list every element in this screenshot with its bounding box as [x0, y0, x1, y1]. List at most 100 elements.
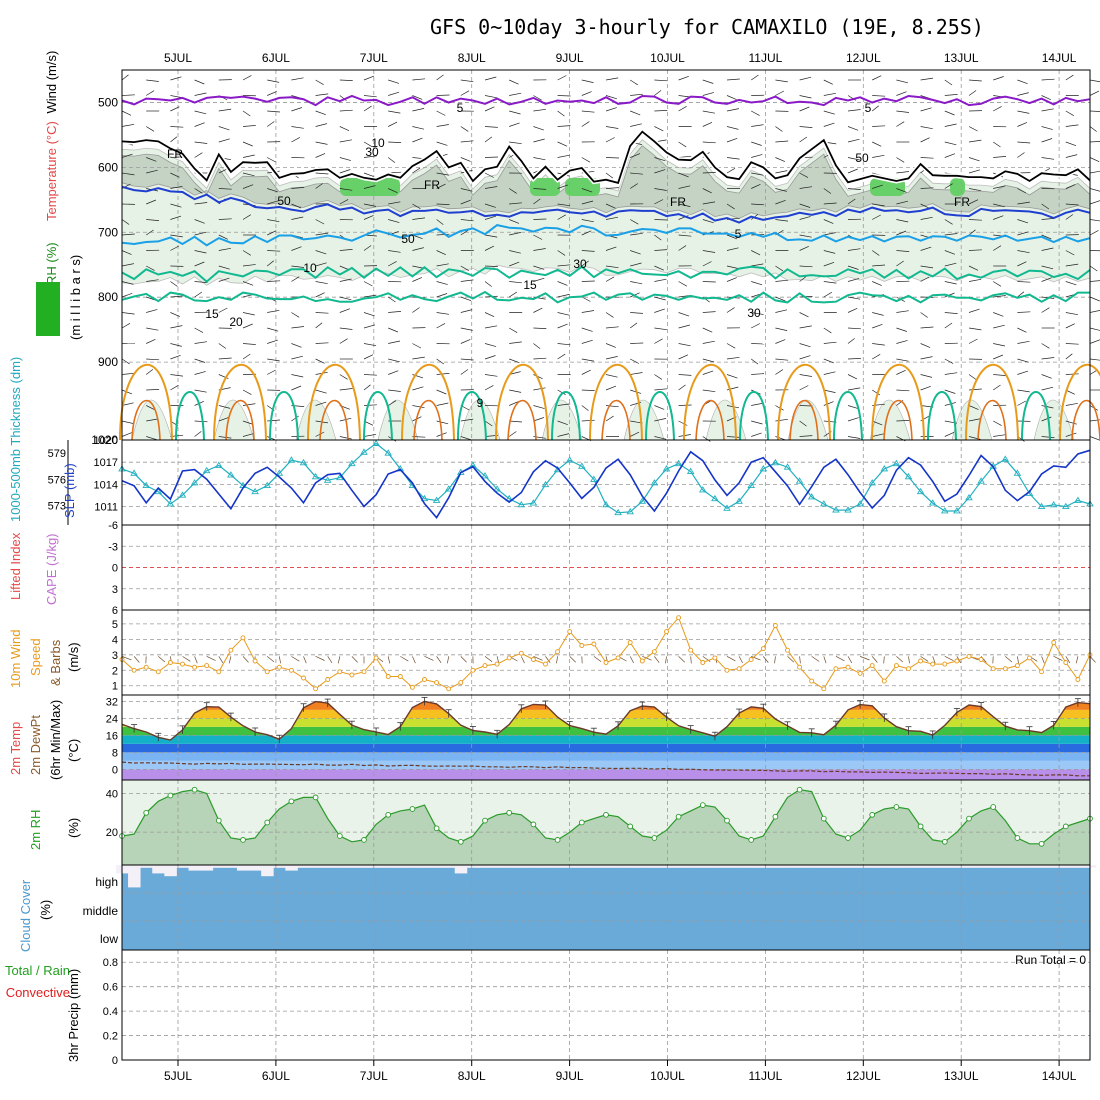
- wind-barb: [630, 262, 642, 267]
- wind-barb: [654, 418, 667, 422]
- precip-tick-label: 0.2: [103, 1031, 118, 1043]
- wind10-marker: [748, 657, 754, 662]
- wind-barb: [339, 308, 351, 313]
- wind-barb: [242, 214, 251, 220]
- wind-barb: [242, 389, 252, 395]
- wind10-marker: [869, 663, 875, 669]
- high-cloud-gap: [1035, 865, 1049, 868]
- isotherm-line: [121, 290, 1090, 304]
- wind-barb: [146, 126, 155, 132]
- thickness-marker: [130, 469, 138, 476]
- wind-barb: [968, 169, 981, 174]
- wind-barb: [460, 296, 472, 302]
- wind10-marker: [785, 647, 790, 653]
- wind-barb: [436, 281, 448, 285]
- high-cloud-gap: [357, 865, 371, 868]
- wind-barb: [557, 343, 571, 346]
- wind-barb: [242, 433, 255, 437]
- wind-barb: [872, 353, 881, 360]
- wind-barb: [896, 219, 909, 223]
- wind-barb: [242, 75, 252, 81]
- wind-barb: [944, 389, 956, 394]
- wind-barb: [267, 188, 278, 193]
- wind10-marker: [978, 657, 984, 662]
- surface-wind-barb: [835, 656, 845, 662]
- wind10-marker: [893, 663, 899, 669]
- surface-wind-barb: [811, 656, 820, 662]
- high-cloud-gap: [805, 865, 819, 868]
- wind-barb: [121, 153, 133, 158]
- wind-tick-label: 5: [112, 619, 118, 631]
- wind-barb: [436, 373, 450, 375]
- wind-barb: [436, 233, 450, 236]
- wind-barb: [847, 168, 858, 174]
- wind-barb: [1041, 405, 1054, 409]
- high-cloud-gap: [1071, 865, 1085, 868]
- wind-barb: [533, 343, 541, 349]
- pressure-tick-label: 1020: [91, 433, 118, 447]
- high-cloud-gap: [624, 865, 637, 868]
- wind-barb: [702, 358, 715, 363]
- slp-line: [121, 449, 1091, 519]
- wind-barb: [533, 188, 547, 190]
- rh2m-tick-label: 40: [106, 789, 118, 801]
- wind-barb: [1065, 402, 1078, 406]
- wind-barb: [460, 279, 474, 282]
- wind-barb: [509, 250, 521, 254]
- wind-barb: [920, 385, 931, 391]
- wind-barb: [944, 153, 956, 158]
- thickness-marker: [1013, 469, 1022, 476]
- wind-barb: [678, 141, 687, 148]
- thickness-marker: [832, 506, 840, 513]
- high-cloud-gap: [817, 865, 831, 868]
- wind-barb: [823, 291, 832, 298]
- wind-barb: [436, 402, 449, 406]
- wind-barb: [1041, 343, 1050, 349]
- isotherm-line: [121, 224, 1091, 247]
- wind-barb: [775, 296, 786, 302]
- wind-barb: [218, 343, 227, 349]
- wind-barb: [702, 281, 716, 283]
- wind-barb: [509, 389, 522, 393]
- date-label-top: 9JUL: [556, 51, 584, 65]
- wind-barb: [1041, 357, 1055, 360]
- high-cloud-gap: [454, 865, 468, 874]
- cloud-base: [122, 865, 1090, 950]
- wind-barb: [291, 326, 305, 329]
- rh2m-unit: (%): [66, 818, 81, 838]
- thickness-marker: [529, 499, 538, 506]
- wind-barb: [218, 247, 231, 251]
- wind-barb: [291, 203, 302, 209]
- wind-barb: [1089, 188, 1100, 192]
- wind-barb: [847, 278, 860, 282]
- high-cloud-gap: [878, 865, 891, 868]
- thickness-marker: [674, 459, 683, 467]
- wind-barb: [605, 203, 616, 209]
- wind-barb: [993, 185, 1006, 189]
- wind-barb: [533, 307, 543, 313]
- thickness-marker: [916, 487, 925, 495]
- high-cloud-gap: [1047, 865, 1061, 868]
- wind-barb: [509, 92, 522, 96]
- wind-barb: [993, 156, 1007, 158]
- wind-barb: [291, 265, 305, 268]
- wind-barb: [847, 265, 859, 270]
- rh2m-label: 2m RH: [28, 810, 43, 850]
- wind-barb: [363, 141, 373, 148]
- high-cloud-gap: [854, 865, 867, 868]
- thickness-marker: [820, 500, 828, 507]
- wind-barb: [654, 157, 666, 162]
- wind-barb: [315, 292, 325, 298]
- thickness-marker: [602, 500, 610, 508]
- wind-barb: [799, 355, 811, 360]
- wind-barb: [1041, 234, 1052, 240]
- wind-barb: [678, 203, 691, 207]
- wind-barb: [799, 265, 813, 268]
- wind-barb: [218, 307, 228, 313]
- wind-barb: [291, 126, 304, 129]
- wind-barb: [581, 310, 595, 313]
- wind-barb: [1017, 400, 1027, 406]
- cloud-level-middle: middle: [83, 904, 119, 918]
- wind10-marker: [192, 664, 198, 670]
- high-cloud-gap: [599, 865, 613, 868]
